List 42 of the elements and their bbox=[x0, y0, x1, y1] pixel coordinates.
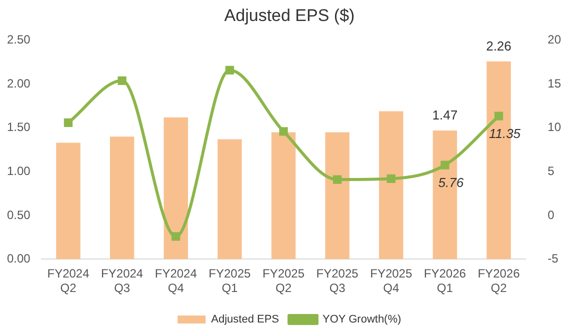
x-tick-label: FY2026 Q2 bbox=[478, 266, 520, 296]
x-tick-label: FY2026 Q1 bbox=[424, 266, 466, 296]
bar bbox=[379, 111, 404, 260]
x-tick-label: FY2025 Q1 bbox=[208, 266, 252, 296]
point bbox=[225, 66, 234, 74]
bar bbox=[56, 142, 80, 260]
point bbox=[172, 232, 180, 241]
y2-tick-label: 0 bbox=[548, 208, 555, 222]
x-tick-label: FY2024 Q2 bbox=[47, 266, 90, 296]
y2-tick-label: -5 bbox=[548, 252, 559, 266]
bar bbox=[164, 117, 188, 260]
point bbox=[386, 174, 396, 184]
point bbox=[118, 76, 126, 85]
data-label: 2.26 bbox=[486, 38, 512, 54]
bar bbox=[271, 132, 296, 260]
y-tick-label: 2.50 bbox=[6, 32, 31, 47]
y2-tick-label: 10 bbox=[548, 120, 562, 134]
x-tick-label: FY2024 Q4 bbox=[154, 266, 198, 296]
point bbox=[440, 160, 450, 170]
legend-label: YOY Growth(%) bbox=[322, 314, 402, 326]
x-tick-label: FY2025 Q3 bbox=[316, 266, 359, 296]
y2-tick-label: 15 bbox=[548, 76, 562, 90]
y2-tick-label: 5 bbox=[548, 164, 555, 178]
point bbox=[332, 175, 342, 184]
bar bbox=[218, 139, 242, 260]
data-label: 1.47 bbox=[432, 108, 458, 123]
legend-label: Adjusted EPS bbox=[211, 314, 280, 326]
bar bbox=[110, 136, 134, 260]
point bbox=[64, 118, 73, 127]
chart-title: Adjusted EPS ($) bbox=[224, 6, 355, 25]
point bbox=[494, 112, 504, 120]
y-tick-label: 1.50 bbox=[6, 120, 31, 134]
x-tick-label: FY2024 Q3 bbox=[101, 266, 144, 296]
bar bbox=[325, 132, 350, 260]
y-tick-label: 0.00 bbox=[6, 252, 31, 266]
y2-tick-label: 20 bbox=[548, 32, 562, 47]
y-tick-label: 2.00 bbox=[6, 76, 31, 90]
point bbox=[279, 127, 288, 136]
y-tick-label: 0.50 bbox=[6, 208, 31, 222]
x-tick-label: FY2025 Q4 bbox=[370, 266, 412, 296]
y-tick-label: 1.00 bbox=[6, 164, 31, 178]
x-tick-label: FY2025 Q2 bbox=[262, 266, 305, 296]
